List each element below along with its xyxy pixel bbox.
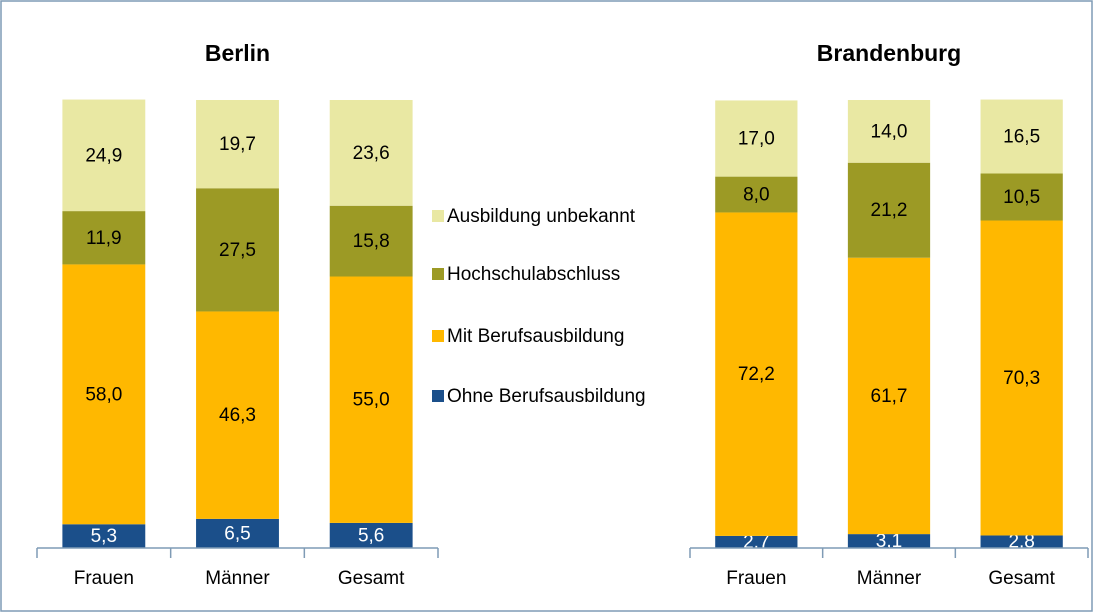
bar-segment — [715, 535, 798, 548]
data-label: 72,2 — [738, 364, 775, 385]
legend-swatch — [432, 268, 444, 280]
data-label: 16,5 — [1003, 127, 1040, 148]
legend-label: Hochschulabschluss — [447, 264, 620, 285]
bar-segment — [196, 100, 279, 189]
data-label: 46,3 — [219, 405, 256, 426]
x-tick-label: Männer — [205, 568, 270, 589]
bar-segment — [715, 176, 798, 213]
data-label: 23,6 — [353, 143, 390, 164]
bar-segment — [329, 276, 413, 523]
data-label: 19,7 — [219, 134, 256, 155]
bar-segment — [62, 264, 146, 525]
data-label: 5,6 — [358, 525, 384, 546]
bar-segment — [847, 100, 931, 163]
bar-segment — [329, 522, 413, 548]
data-label: 61,7 — [871, 386, 908, 407]
x-tick-label: Gesamt — [338, 568, 405, 589]
legend-swatch — [432, 390, 444, 402]
legend-label: Ohne Berufsausbildung — [447, 386, 646, 407]
x-tick-label: Frauen — [74, 568, 134, 589]
data-label: 21,2 — [871, 200, 908, 221]
bar-segment — [715, 100, 798, 177]
data-label: 11,9 — [86, 228, 122, 249]
legend-swatch — [432, 330, 444, 342]
data-label: 17,0 — [738, 129, 775, 150]
legend-swatch — [432, 210, 444, 222]
x-tick-label: Gesamt — [988, 568, 1055, 589]
bar-segment — [196, 188, 279, 312]
bar-segment — [62, 99, 146, 212]
data-label: 3,1 — [876, 531, 902, 552]
data-label: 14,0 — [871, 121, 908, 142]
bar-segment — [715, 212, 798, 536]
bar-segment — [329, 205, 413, 277]
bar-segment — [62, 211, 146, 265]
bar-segment — [62, 524, 146, 548]
chart-title: Berlin — [205, 40, 270, 66]
bar-segment — [980, 220, 1063, 536]
data-label: 15,8 — [353, 231, 390, 252]
data-label: 27,5 — [219, 240, 256, 261]
x-tick-label: Frauen — [726, 568, 786, 589]
bar-segment — [196, 311, 279, 519]
bar-segment — [847, 257, 931, 535]
data-label: 10,5 — [1003, 187, 1040, 208]
x-tick-label: Männer — [857, 568, 922, 589]
data-label: 70,3 — [1003, 368, 1040, 389]
legend-label: Mit Berufsausbildung — [447, 326, 624, 347]
bar-segment — [329, 100, 413, 206]
bar-segment — [980, 173, 1063, 221]
legend-label: Ausbildung unbekannt — [447, 206, 636, 227]
bar-segment — [196, 518, 279, 548]
data-label: 55,0 — [353, 390, 390, 411]
bar-segment — [847, 534, 931, 548]
data-label: 6,5 — [224, 523, 250, 544]
bar-segment — [847, 162, 931, 258]
data-label: 24,9 — [85, 145, 122, 166]
data-label: 8,0 — [743, 185, 769, 206]
bar-segment — [980, 99, 1063, 174]
data-label: 58,0 — [85, 384, 122, 405]
data-label: 5,3 — [91, 526, 117, 547]
bar-segment — [980, 535, 1063, 548]
chart-title: Brandenburg — [817, 40, 961, 66]
